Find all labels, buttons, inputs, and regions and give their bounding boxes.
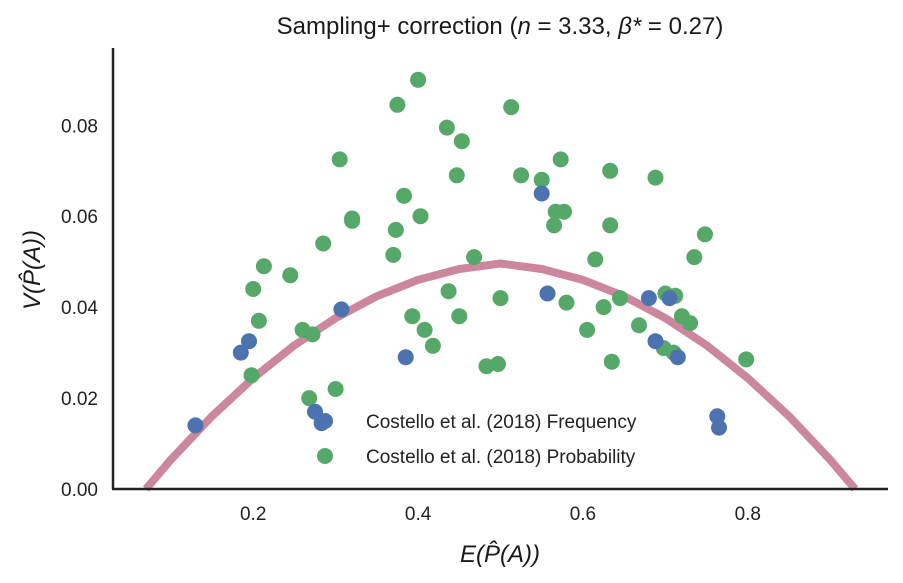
frequency-point-13 [711, 419, 727, 436]
frequency-point-8 [539, 285, 556, 302]
probability-point-3 [255, 258, 272, 275]
frequency-point-7 [533, 185, 550, 202]
probability-point-30 [492, 290, 509, 307]
probability-point-1 [245, 281, 262, 297]
probability-point-33 [533, 171, 550, 188]
probability-point-41 [595, 299, 612, 316]
probability-point-4 [282, 267, 299, 284]
points-layer [187, 71, 755, 436]
title-beta-value: = 0.27) [641, 13, 723, 40]
title-beta-symbol: β* [617, 13, 642, 40]
legend-marker-frequency [317, 413, 333, 429]
probability-point-38 [558, 294, 575, 311]
probability-point-29 [490, 356, 506, 372]
frequency-point-2 [241, 333, 257, 350]
probability-point-20 [416, 321, 433, 338]
probability-point-54 [738, 351, 755, 368]
probability-point-43 [602, 217, 619, 234]
y-tick-label-0: 0.00 [61, 480, 98, 501]
probability-point-44 [603, 353, 620, 370]
frequency-point-0 [187, 417, 204, 434]
probability-point-52 [686, 249, 703, 266]
probability-point-36 [552, 151, 569, 168]
probability-point-17 [404, 308, 421, 325]
probability-point-34 [546, 217, 563, 234]
title-prefix: Sampling+ correction ( [277, 13, 518, 40]
probability-point-7 [304, 326, 321, 343]
probability-point-31 [503, 99, 520, 116]
probability-point-46 [631, 317, 647, 334]
probability-point-12 [344, 212, 361, 229]
y-tick-label-4: 0.08 [61, 116, 98, 137]
probability-point-51 [682, 315, 699, 332]
x-tick-label-1: 0.4 [405, 504, 432, 525]
probability-point-24 [448, 167, 465, 184]
frequency-point-9 [640, 290, 657, 307]
y-tick-label-2: 0.04 [61, 298, 98, 319]
title-n-value: = 3.33, [531, 13, 618, 40]
legend-marker-probability [317, 448, 333, 464]
probability-point-39 [579, 321, 596, 338]
probability-point-9 [327, 381, 344, 397]
frequency-point-11 [669, 349, 686, 366]
probability-point-27 [466, 249, 483, 266]
probability-point-40 [587, 251, 604, 268]
x-tick-labels: 0.2 0.4 0.6 0.8 [240, 504, 761, 525]
y-tick-label-3: 0.06 [61, 207, 98, 228]
x-tick-label-0: 0.2 [240, 504, 266, 525]
x-tick-label-2: 0.6 [570, 504, 596, 525]
probability-point-8 [315, 235, 332, 252]
title-n-symbol: n [517, 13, 530, 40]
probability-point-14 [387, 221, 404, 238]
probability-point-25 [451, 308, 468, 325]
probability-point-42 [602, 162, 619, 179]
frequency-point-10 [647, 333, 664, 350]
probability-point-21 [424, 337, 441, 354]
probability-point-13 [385, 246, 402, 263]
probability-point-10 [331, 151, 348, 168]
frequency-point-14 [661, 290, 678, 307]
probability-point-6 [301, 390, 318, 407]
probability-point-47 [647, 169, 664, 186]
probability-point-23 [440, 283, 457, 300]
probability-point-26 [453, 133, 470, 150]
x-tick-label-3: 0.8 [735, 504, 761, 525]
probability-point-18 [410, 71, 427, 88]
probability-point-45 [612, 290, 628, 307]
chart-title: Sampling+ correction (n = 3.33, β* = 0.2… [277, 13, 724, 40]
probability-point-19 [412, 208, 429, 225]
probability-point-22 [438, 119, 455, 136]
y-tick-labels: 0.00 0.02 0.04 0.06 0.08 [61, 116, 98, 501]
y-axis-label: V(P̂(A)) [18, 230, 46, 310]
probability-point-32 [513, 167, 530, 184]
probability-point-0 [243, 367, 260, 384]
svg-text:Sampling+ correction (n = 3.33: Sampling+ correction (n = 3.33, β* = 0.2… [277, 13, 724, 40]
probability-point-15 [389, 96, 406, 113]
y-tick-label-1: 0.02 [61, 389, 98, 410]
frequency-point-1 [232, 344, 249, 361]
probability-point-37 [556, 203, 572, 220]
legend-label-probability: Costello et al. (2018) Probability [366, 447, 636, 468]
probability-point-16 [396, 187, 412, 204]
frequency-point-5 [333, 301, 350, 318]
frequency-point-6 [397, 349, 414, 366]
x-axis-label: E(P̂(A)) [460, 540, 540, 568]
probability-point-2 [250, 312, 267, 329]
probability-point-53 [697, 226, 713, 243]
legend: Costello et al. (2018) Frequency Costell… [317, 412, 637, 468]
legend-label-frequency: Costello et al. (2018) Frequency [366, 412, 637, 433]
